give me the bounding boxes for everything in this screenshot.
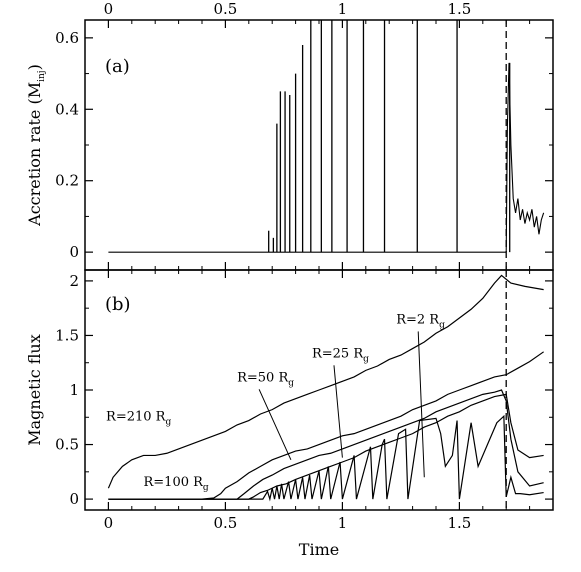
y-tick-label-b-0: 0 bbox=[69, 490, 79, 508]
annotation-label-4: R=2 Rg bbox=[396, 312, 445, 330]
panel-b-annotations: R=210 Rg R=100 Rg R=50 Rg R=25 Rg R=2 Rg bbox=[106, 312, 445, 493]
accretion-late-series bbox=[505, 62, 545, 253]
x-tick-label-bottom-0: 0 bbox=[104, 514, 114, 532]
panel-b-data bbox=[107, 270, 544, 510]
annotation-label-3: R=25 Rg bbox=[312, 346, 369, 364]
annotation-label-0: R=210 Rg bbox=[106, 410, 171, 428]
y-tick-label-b-4: 2 bbox=[69, 272, 79, 290]
annotation-leader-4 bbox=[417, 331, 425, 478]
x-tick-label-top-3: 1.5 bbox=[447, 0, 471, 18]
x-tick-label-bottom-1: 0.5 bbox=[213, 514, 237, 532]
panel-a-data bbox=[108, 20, 545, 270]
x-axis-title: Time bbox=[299, 540, 339, 559]
panel-a-ticks: 0 0.5 1 1.5 0 0.2 0.4 0.6 bbox=[55, 0, 553, 270]
annotation-leader-2 bbox=[258, 389, 292, 461]
panel-a-label: (a) bbox=[105, 56, 130, 77]
x-tick-label-bottom-2: 1 bbox=[338, 514, 348, 532]
x-tick-label-top-0: 0 bbox=[104, 0, 114, 18]
panel-b-ticks: 0 0.5 1 1.5 0 0.5 1 1.5 2 bbox=[55, 270, 553, 532]
x-tick-label-top-1: 0.5 bbox=[213, 0, 237, 18]
annotation-label-1: R=100 Rg bbox=[144, 475, 209, 493]
annotation-leader-3 bbox=[333, 365, 343, 458]
flux-series-line-1 bbox=[108, 351, 544, 500]
panel-b-y-axis-title: Magnetic flux bbox=[25, 334, 44, 446]
flux-series-line-2 bbox=[108, 389, 544, 500]
y-tick-label-a-3: 0.6 bbox=[55, 29, 79, 47]
x-tick-label-top-2: 1 bbox=[338, 0, 348, 18]
y-tick-label-b-2: 1 bbox=[69, 381, 79, 399]
y-tick-label-a-2: 0.4 bbox=[55, 100, 79, 118]
panel-a-frame bbox=[84, 19, 554, 271]
flux-series-line-0 bbox=[107, 274, 544, 489]
panel-b-label: (b) bbox=[105, 294, 131, 315]
y-tick-label-a-1: 0.2 bbox=[55, 172, 79, 190]
x-tick-label-bottom-3: 1.5 bbox=[447, 514, 471, 532]
y-tick-label-b-3: 1.5 bbox=[55, 326, 79, 344]
y-tick-label-a-0: 0 bbox=[69, 243, 79, 261]
annotation-label-2: R=50 Rg bbox=[237, 370, 294, 388]
flux-series-line-4 bbox=[108, 414, 544, 502]
panel-a-y-axis-title: Accretion rate (Minj) bbox=[25, 64, 47, 227]
flux-series-line-3 bbox=[108, 393, 544, 500]
panel-b-magnetic-flux: 0 0.5 1 1.5 0 0.5 1 1.5 2 R=210 Rg R=100 Rg R=50 R… bbox=[25, 269, 554, 559]
panel-a-accretion-rate: 0 0.5 1 1.5 0 0.2 0.4 0.6 (a) Accretion rate (M… bbox=[25, 0, 554, 271]
y-tick-label-b-1: 0.5 bbox=[55, 436, 79, 454]
